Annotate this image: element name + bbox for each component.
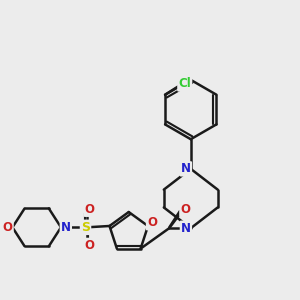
Text: N: N [61,221,71,234]
Text: O: O [85,203,95,216]
Text: S: S [81,221,90,234]
Text: O: O [85,239,95,252]
Text: N: N [181,222,191,235]
Text: O: O [180,203,190,216]
Text: O: O [3,221,13,234]
Text: O: O [147,216,157,229]
Text: Cl: Cl [178,77,191,90]
Text: N: N [181,162,191,176]
